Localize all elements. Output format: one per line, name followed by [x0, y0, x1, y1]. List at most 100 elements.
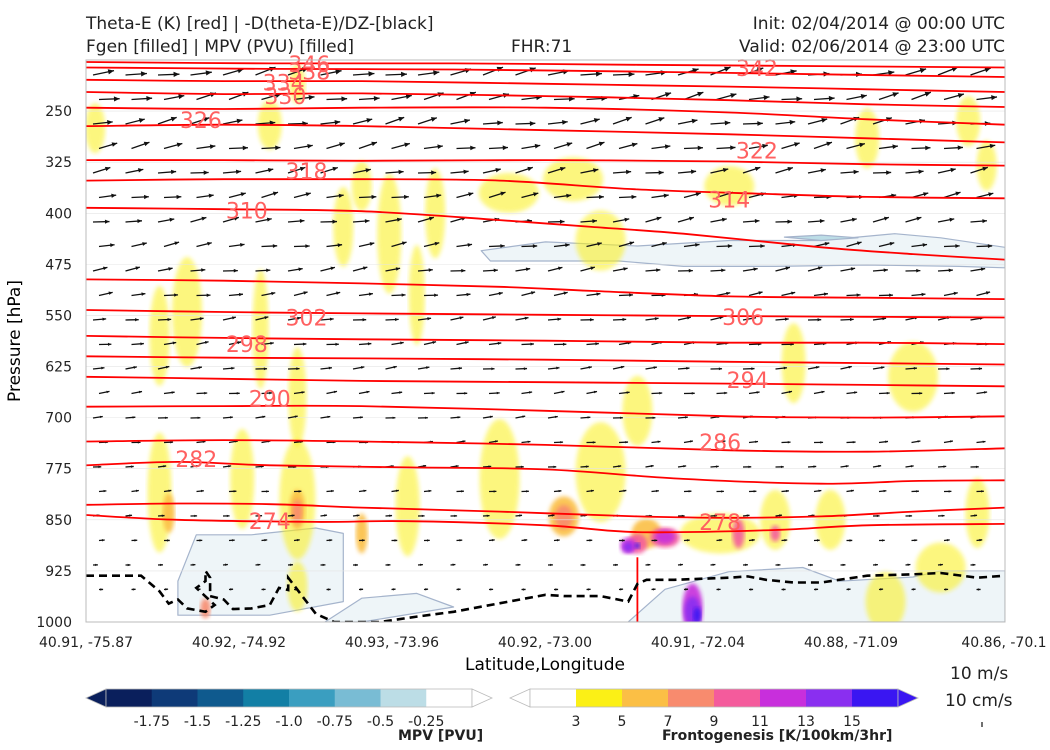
wind-vector: [417, 366, 430, 370]
wind-vector: [905, 514, 913, 518]
wind-vector: [976, 538, 983, 542]
wind-vector: [358, 489, 367, 493]
frontogenesis-region: [704, 166, 755, 207]
wind-vector: [775, 514, 783, 517]
wind-vector: [157, 563, 163, 567]
wind-vector: [775, 366, 788, 370]
wind-vector: [677, 216, 695, 223]
wind-vector: [586, 292, 601, 297]
forecast-hour-label: FHR:71: [511, 37, 573, 57]
wind-vector: [911, 490, 919, 493]
wind-vector: [320, 266, 336, 272]
wind-vector: [385, 563, 391, 567]
wind-vector: [547, 317, 562, 321]
wind-vector: [813, 588, 819, 591]
wind-vector: [293, 538, 300, 542]
wind-vector: [618, 293, 634, 297]
theta-e-contour-274: [86, 514, 1005, 534]
theta-e-contour-314: [86, 206, 1005, 261]
mpv-colorbar-label: MPV [PVU]: [398, 728, 484, 744]
wind-vector: [163, 241, 180, 248]
wind-vector: [683, 490, 692, 493]
wind-vector: [163, 391, 175, 395]
wind-vector: [450, 514, 458, 518]
wind-vector: [872, 514, 880, 518]
theta-e-contour-318: [86, 178, 1005, 200]
wind-vector: [911, 243, 928, 248]
wind-vector: [586, 441, 596, 444]
wind-vector: [131, 489, 139, 493]
wind-vector: [677, 316, 692, 321]
wind-vector: [553, 193, 572, 199]
wind-vector: [157, 416, 168, 420]
theta-e-contour-306: [86, 309, 1005, 319]
wind-vector: [98, 243, 115, 248]
wind-vector: [586, 539, 593, 542]
wind-vector: [515, 316, 529, 321]
wind-vector: [293, 391, 305, 395]
wind-vector: [905, 563, 911, 566]
wind-vector: [710, 563, 716, 567]
wind-vector: [287, 267, 303, 272]
colorbar-swatch: [243, 689, 290, 707]
wind-vector: [521, 342, 534, 346]
frontogenesis-region: [693, 607, 702, 622]
wind-vector: [716, 440, 726, 444]
wind-vector: [391, 539, 398, 542]
colorbar-extend-right: [897, 688, 919, 708]
wind-vector: [683, 243, 700, 248]
wind-vector: [612, 365, 625, 370]
y-tick-label: 550: [45, 308, 72, 324]
wind-vector: [612, 71, 635, 78]
frontogenesis-region: [965, 478, 990, 549]
wind-vector: [456, 392, 468, 395]
wind-vector: [352, 71, 375, 77]
wind-vector: [228, 192, 246, 199]
wind-vector: [261, 191, 279, 199]
wind-vector: [190, 70, 212, 76]
wind-vector: [228, 588, 234, 591]
wind-vector: [905, 366, 918, 370]
wind-vector: [976, 291, 991, 297]
wind-vector: [482, 268, 498, 273]
wind-vector: [618, 391, 630, 395]
wind-vector: [781, 440, 791, 444]
wind-vector: [813, 242, 830, 248]
wind-vector: [222, 465, 232, 468]
wind-vector: [521, 143, 541, 150]
wind-vector: [970, 563, 976, 567]
frontogenesis-region: [333, 186, 354, 267]
wind-vector: [748, 490, 757, 493]
colorbar-swatch: [197, 689, 244, 707]
wind-vector: [970, 67, 992, 76]
wind-vector: [163, 293, 179, 297]
wind-vector: [358, 242, 375, 248]
wind-vector: [716, 291, 731, 297]
wind-vector: [255, 217, 272, 223]
wind-vector: [423, 193, 442, 199]
wind-vector: [710, 465, 719, 468]
wind-vector: [872, 268, 888, 272]
wind-vector: [450, 366, 463, 370]
wind-vector: [872, 317, 887, 321]
wind-vector: [190, 464, 199, 468]
wind-vector: [157, 169, 177, 175]
colorbar-swatch: [576, 689, 623, 707]
wind-vector: [98, 193, 117, 199]
wind-vector: [846, 293, 861, 297]
colorbar-tick-label: 11: [751, 714, 769, 730]
wind-vector: [92, 69, 115, 76]
wind-vector: [677, 416, 688, 419]
wind-vector: [255, 316, 269, 321]
wind-vector: [125, 318, 139, 322]
terrain-dashed-line: [86, 566, 1005, 622]
mpv-region: [324, 592, 455, 622]
wind-vector: [775, 119, 796, 125]
x-tick-label: 40.86, -70.1: [961, 635, 1046, 651]
wind-vector: [813, 489, 822, 493]
wind-vector: [547, 366, 560, 370]
wind-vector: [586, 342, 599, 346]
wind-vector: [320, 317, 334, 321]
theta-e-label: 310: [226, 200, 268, 225]
wind-vector: [488, 490, 497, 493]
